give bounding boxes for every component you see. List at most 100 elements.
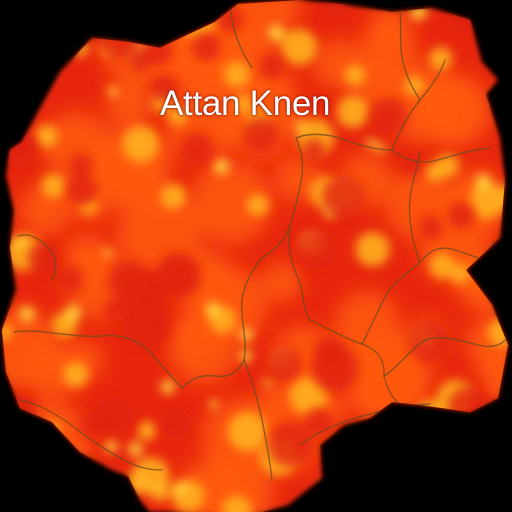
region-border bbox=[243, 359, 273, 481]
heat-blob bbox=[159, 406, 192, 439]
heat-blob bbox=[478, 494, 501, 512]
heat-blob bbox=[258, 53, 286, 81]
heat-blob bbox=[267, 347, 302, 382]
heat-blob bbox=[189, 161, 272, 245]
region-border bbox=[181, 359, 245, 389]
heat-blob bbox=[44, 421, 61, 439]
heat-blob bbox=[447, 386, 490, 429]
heat-blob bbox=[289, 376, 328, 416]
heat-blob bbox=[295, 120, 306, 131]
heat-blob bbox=[191, 31, 221, 62]
heat-blob bbox=[355, 232, 390, 267]
heat-blob bbox=[239, 328, 253, 342]
region-border bbox=[240, 257, 263, 361]
heat-blob bbox=[223, 61, 250, 88]
heat-blob bbox=[67, 175, 98, 206]
heat-blob bbox=[9, 394, 36, 421]
heat-blob bbox=[302, 138, 326, 162]
heat-blob bbox=[213, 158, 230, 175]
heat-blob bbox=[222, 495, 252, 512]
heat-blob bbox=[68, 153, 94, 179]
region-border bbox=[295, 133, 393, 151]
heat-blob bbox=[65, 304, 82, 321]
heat-blob bbox=[128, 442, 143, 457]
heat-blob bbox=[376, 143, 386, 153]
heat-blob bbox=[311, 345, 359, 393]
heat-blob bbox=[195, 268, 269, 342]
heat-blob bbox=[336, 95, 369, 128]
heat-blob bbox=[2, 323, 13, 340]
heat-blob bbox=[379, 475, 397, 493]
heat-blob bbox=[168, 107, 187, 126]
region-border bbox=[361, 261, 421, 345]
heat-blob bbox=[347, 454, 357, 464]
heat-blob bbox=[35, 124, 59, 148]
heat-blob bbox=[469, 183, 505, 219]
heat-blob bbox=[425, 162, 445, 183]
heat-blob bbox=[359, 425, 374, 441]
heat-blob bbox=[160, 379, 175, 394]
heat-blob bbox=[2, 130, 37, 167]
heat-blob bbox=[447, 201, 475, 230]
heat-blob bbox=[205, 302, 220, 317]
heat-blob bbox=[242, 116, 279, 153]
map-title: Attan Knen bbox=[160, 84, 331, 123]
heat-blob bbox=[466, 474, 491, 498]
heat-blob bbox=[487, 318, 508, 347]
heat-blob bbox=[429, 253, 455, 279]
heat-blob bbox=[370, 97, 408, 135]
heat-blob bbox=[443, 426, 489, 472]
heat-blob bbox=[261, 261, 303, 303]
heat-blob bbox=[328, 437, 365, 474]
region-border bbox=[408, 151, 421, 263]
heat-blob bbox=[70, 38, 89, 57]
heat-blob bbox=[368, 6, 412, 50]
heat-blob bbox=[122, 125, 160, 163]
heat-blob bbox=[418, 215, 444, 240]
heat-blob bbox=[15, 447, 50, 483]
heat-blob bbox=[304, 407, 333, 437]
heat-blob bbox=[101, 493, 132, 512]
region-border bbox=[391, 147, 491, 163]
region-border bbox=[399, 9, 421, 101]
heat-blob bbox=[150, 76, 177, 103]
heat-blob bbox=[455, 458, 495, 497]
heat-blob bbox=[370, 438, 389, 457]
heat-blob bbox=[447, 0, 484, 36]
heat-blob bbox=[103, 249, 112, 258]
heat-blob bbox=[145, 36, 174, 66]
heat-blob bbox=[137, 421, 157, 441]
heat-blob bbox=[160, 183, 187, 210]
heat-blob bbox=[452, 444, 503, 495]
heat-blob bbox=[234, 94, 253, 113]
heat-blob bbox=[280, 28, 318, 66]
heat-blob bbox=[490, 458, 508, 495]
heat-blob bbox=[57, 266, 84, 293]
heat-blob bbox=[268, 24, 285, 41]
heat-blob bbox=[132, 457, 170, 495]
heat-blob bbox=[496, 45, 508, 59]
heat-blob bbox=[429, 47, 453, 71]
heat-blob bbox=[179, 132, 215, 167]
heat-blob bbox=[16, 237, 27, 248]
heat-blob bbox=[108, 86, 119, 97]
heat-blob bbox=[296, 230, 336, 270]
heat-blob bbox=[344, 64, 366, 86]
region-border bbox=[383, 337, 506, 377]
region-border bbox=[261, 137, 304, 259]
heat-blob bbox=[103, 299, 125, 322]
heat-blob bbox=[366, 138, 377, 149]
heat-blob bbox=[246, 194, 269, 217]
heat-blob bbox=[475, 340, 508, 386]
region-border bbox=[19, 399, 163, 471]
heat-blob bbox=[27, 241, 61, 275]
region-border bbox=[17, 234, 57, 281]
heat-blob bbox=[10, 402, 92, 484]
heat-blob bbox=[410, 3, 427, 20]
heat-blob bbox=[104, 439, 118, 453]
heat-blob bbox=[404, 75, 425, 96]
heat-blob bbox=[267, 421, 313, 467]
